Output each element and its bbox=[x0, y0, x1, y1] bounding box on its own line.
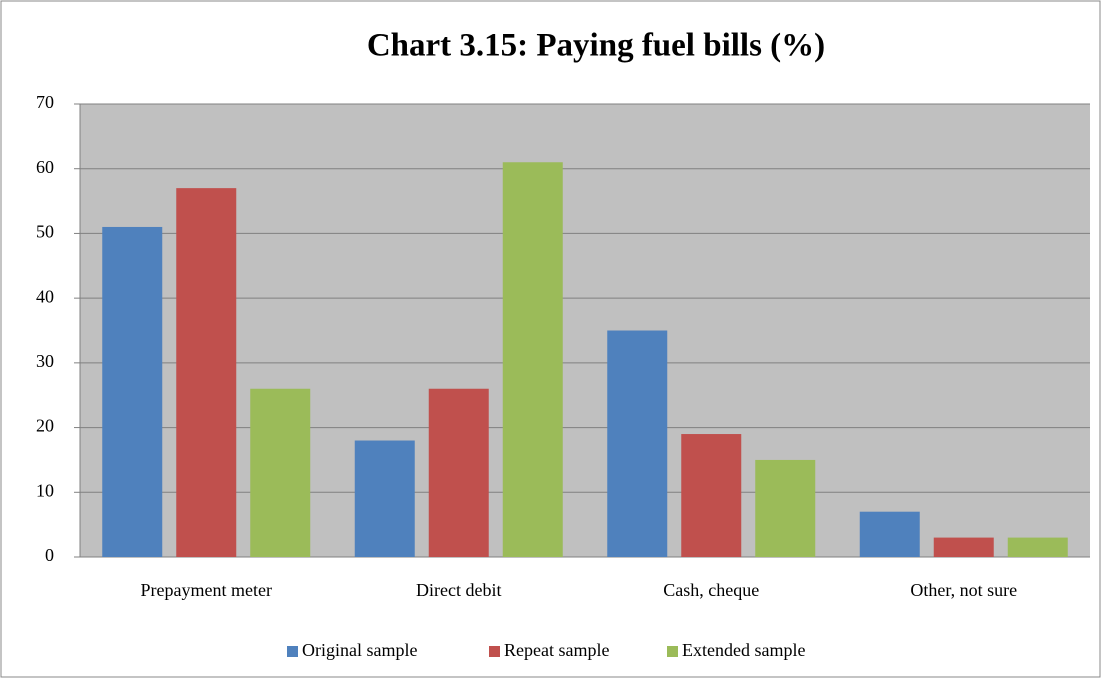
plot-area bbox=[80, 104, 1090, 557]
y-tick-label: 0 bbox=[45, 545, 54, 565]
legend-swatch bbox=[287, 646, 298, 657]
bar bbox=[681, 434, 742, 557]
bar bbox=[250, 388, 311, 557]
bar bbox=[755, 459, 816, 557]
bar bbox=[1007, 537, 1068, 557]
x-tick-label: Other, not sure bbox=[910, 580, 1017, 600]
y-tick-label: 40 bbox=[36, 286, 54, 306]
legend-label: Original sample bbox=[302, 640, 417, 660]
bar bbox=[354, 440, 415, 557]
y-tick-label: 10 bbox=[36, 480, 54, 500]
y-tick-label: 60 bbox=[36, 157, 54, 177]
bar bbox=[428, 388, 489, 557]
chart-title: Chart 3.15: Paying fuel bills (%) bbox=[367, 28, 825, 64]
y-tick-label: 30 bbox=[36, 351, 54, 371]
bar bbox=[102, 226, 163, 557]
x-tick-label: Direct debit bbox=[416, 580, 501, 600]
y-tick-label: 70 bbox=[36, 92, 54, 112]
bar bbox=[176, 188, 237, 557]
legend-label: Repeat sample bbox=[504, 640, 609, 660]
legend-label: Extended sample bbox=[682, 640, 805, 660]
legend-swatch bbox=[667, 646, 678, 657]
bar bbox=[933, 537, 994, 557]
bar bbox=[607, 330, 668, 557]
x-tick-label: Cash, cheque bbox=[663, 580, 759, 600]
legend-swatch bbox=[489, 646, 500, 657]
bar bbox=[859, 511, 920, 557]
x-tick-label: Prepayment meter bbox=[141, 580, 272, 600]
bar bbox=[502, 162, 563, 557]
y-tick-label: 20 bbox=[36, 416, 54, 436]
y-tick-label: 50 bbox=[36, 222, 54, 242]
